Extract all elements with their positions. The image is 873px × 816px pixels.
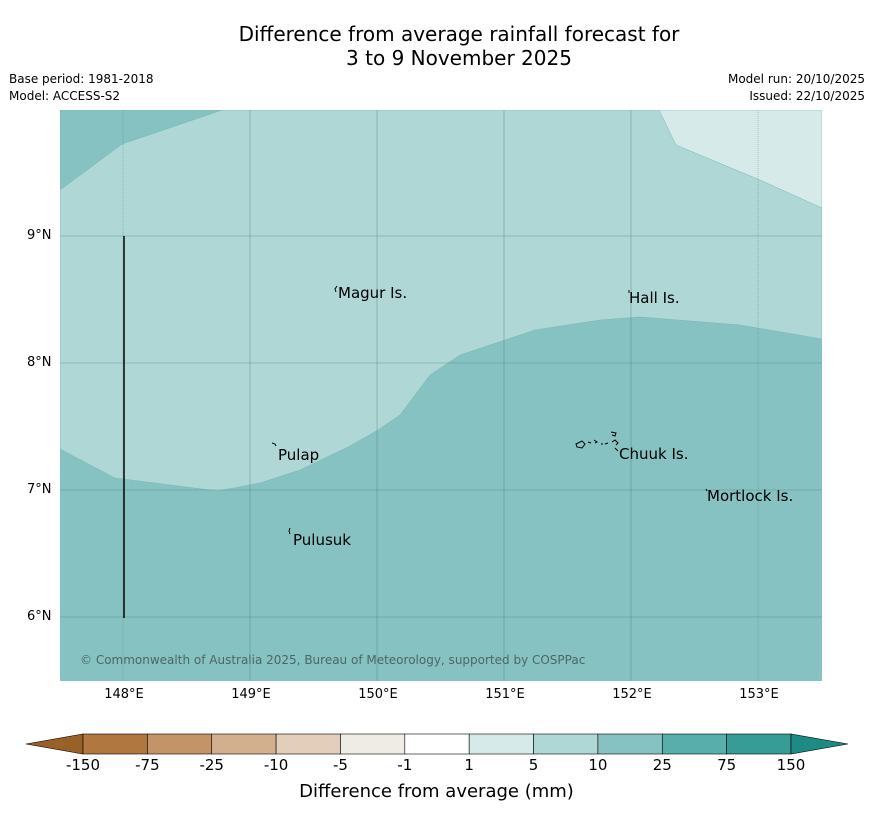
lat-label-6n: 6°N <box>27 609 52 624</box>
lon-label-151e: 151°E <box>485 687 525 702</box>
map-svg <box>60 110 822 681</box>
colorbar-segment <box>726 733 792 755</box>
band-top-left <box>60 110 223 191</box>
model-run: Model run: 20/10/2025 <box>727 72 865 86</box>
lon-label-152e: 152°E <box>612 687 652 702</box>
lat-label-8n: 8°N <box>27 355 52 370</box>
place-pulusuk: Pulusuk <box>293 531 351 549</box>
colorbar-tick-label: -25 <box>199 756 224 774</box>
lat-label-7n: 7°N <box>27 482 52 497</box>
colorbar-tick-label: 10 <box>588 756 608 774</box>
lat-label-9n: 9°N <box>27 228 52 243</box>
island-chuuk <box>575 431 619 452</box>
colorbar-tick-label: 25 <box>652 756 672 774</box>
map-panel <box>60 110 822 681</box>
colorbar-segment <box>533 733 599 755</box>
colorbar-segment <box>147 733 213 755</box>
colorbar-title: Difference from average (mm) <box>299 781 574 802</box>
colorbar-segment <box>661 733 727 755</box>
place-mortlock: Mortlock Is. <box>707 487 794 505</box>
grid-lines <box>60 110 822 681</box>
meta-left: Base period: 1981-2018 Model: ACCESS-S2 <box>9 71 154 105</box>
place-hall: Hall Is. <box>629 289 680 307</box>
colorbar-over-arrow <box>790 733 849 755</box>
colorbar-tick-label: -1 <box>397 756 413 774</box>
island-outlines <box>271 285 708 535</box>
model-name: Model: ACCESS-S2 <box>9 89 121 103</box>
colorbar-segment <box>468 733 534 755</box>
colorbar-segment <box>275 733 341 755</box>
lon-label-153e: 153°E <box>739 687 779 702</box>
colorbar-under-arrow <box>25 733 84 755</box>
colorbar-tick-label: -10 <box>263 756 289 774</box>
band-5-10 <box>60 110 822 492</box>
colorbar-segment <box>404 733 470 755</box>
colorbar-segment <box>211 733 277 755</box>
colorbar-segment <box>340 733 406 755</box>
place-pulap: Pulap <box>278 446 320 464</box>
colorbar <box>25 733 849 755</box>
title-line-2: 3 to 9 November 2025 <box>346 46 572 70</box>
colorbar-tick-label: 150 <box>776 756 806 774</box>
lon-label-149e: 149°E <box>231 687 271 702</box>
base-period: Base period: 1981-2018 <box>9 72 154 86</box>
colorbar-tick-label: -75 <box>135 756 160 774</box>
island-pulap <box>271 442 277 447</box>
copyright-credit: © Commonwealth of Australia 2025, Bureau… <box>80 653 586 667</box>
title-line-1: Difference from average rainfall forecas… <box>238 22 680 46</box>
place-magur: Magur Is. <box>338 284 408 302</box>
colorbar-tick-label: -150 <box>65 756 101 774</box>
colorbar-segment <box>597 733 663 755</box>
island-magur <box>334 285 338 293</box>
colorbar-tick-label: -5 <box>332 756 348 774</box>
island-mortlock <box>705 488 708 492</box>
colorbar-tick-label: 75 <box>717 756 737 774</box>
island-pulusuk <box>288 527 291 535</box>
meta-right: Model run: 20/10/2025 Issued: 22/10/2025 <box>728 71 865 105</box>
colorbar-tick-label: 1 <box>464 756 474 774</box>
place-chuuk: Chuuk Is. <box>619 445 689 463</box>
colorbar-labels: -150 -75 -25 -10 -5 -1 1 5 10 25 75 150 <box>0 756 873 776</box>
band-1-5 <box>658 110 822 209</box>
colorbar-tick-label: 5 <box>528 756 539 774</box>
issued-date: Issued: 22/10/2025 <box>749 89 865 103</box>
lon-label-148e: 148°E <box>104 687 144 702</box>
chart-title: Difference from average rainfall forecas… <box>0 22 873 70</box>
lon-label-150e: 150°E <box>358 687 398 702</box>
colorbar-segment <box>82 733 148 755</box>
